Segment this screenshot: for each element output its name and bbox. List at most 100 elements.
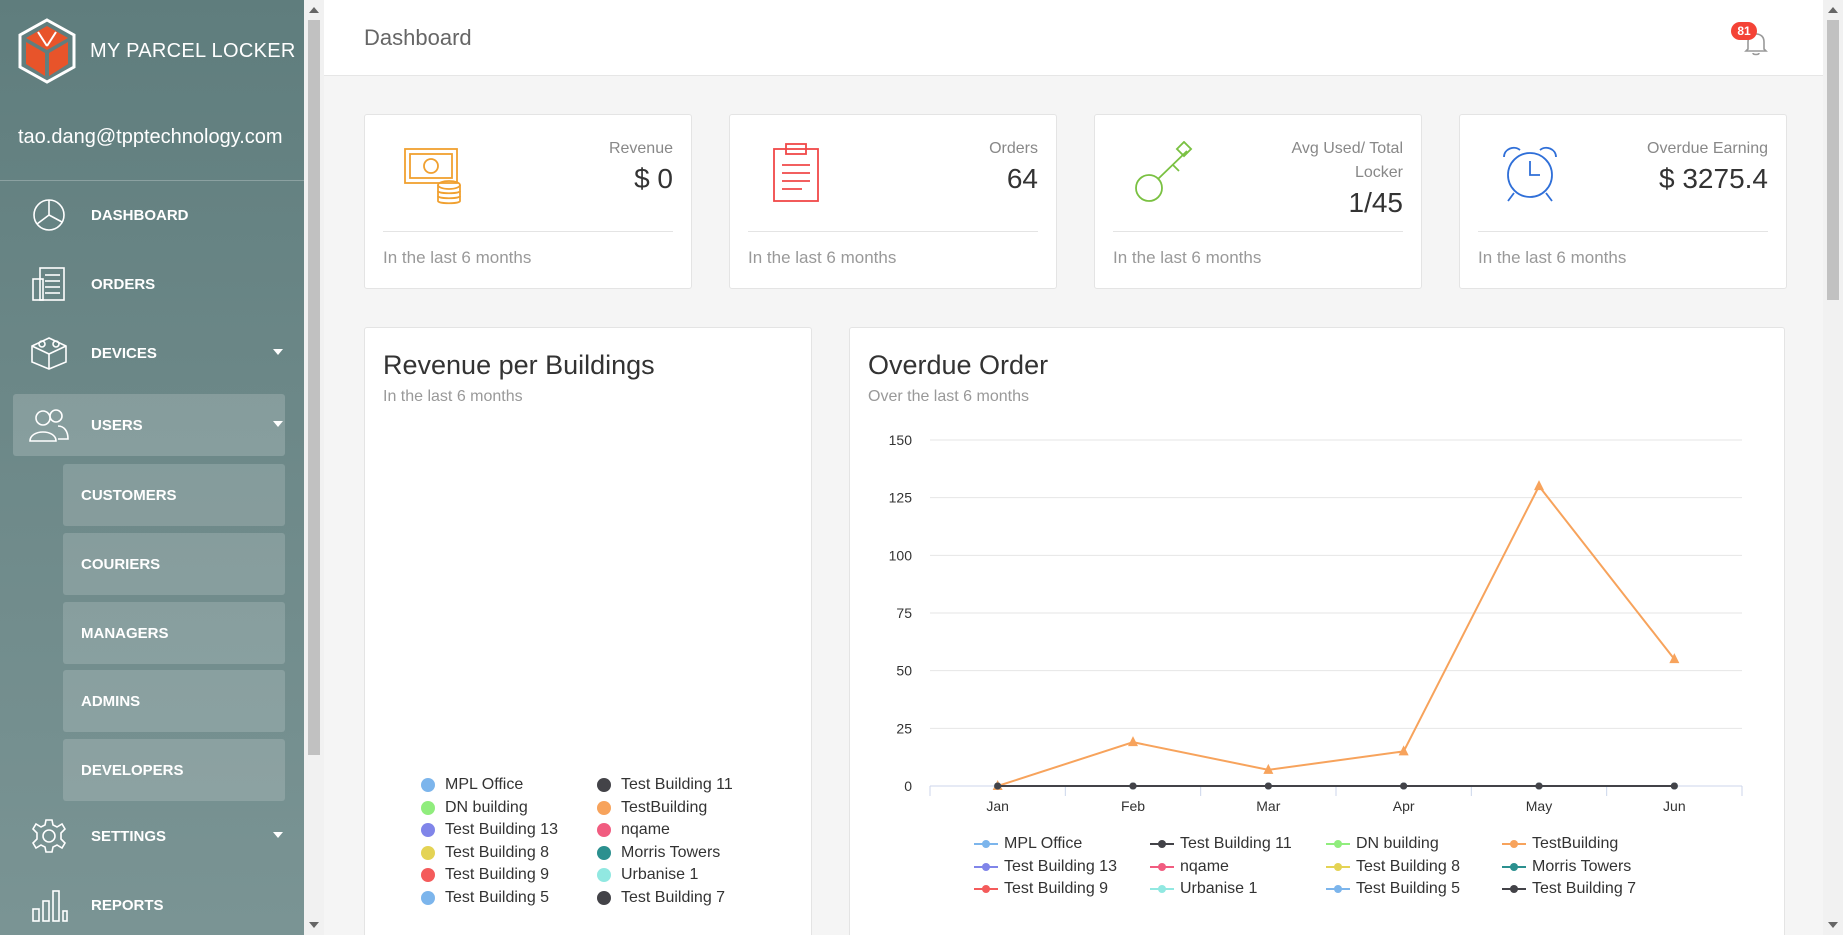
- legend-item[interactable]: Test Building 8: [1326, 858, 1460, 876]
- y-tick-label: 25: [896, 720, 912, 736]
- main-scrollbar[interactable]: [1823, 0, 1843, 935]
- legend-item[interactable]: DN building: [421, 799, 528, 817]
- legend-dot: [597, 823, 611, 837]
- legend-item[interactable]: Urbanise 1: [597, 866, 698, 884]
- legend-item[interactable]: Test Building 9: [421, 866, 549, 884]
- card-title: Revenue per Buildings: [383, 350, 655, 380]
- stat-card-revenue: Revenue $ 0 In the last 6 months: [364, 114, 692, 289]
- main-scrollbar-thumb[interactable]: [1827, 20, 1839, 300]
- legend-item[interactable]: Morris Towers: [597, 844, 720, 862]
- top-header: Dashboard 81: [324, 0, 1823, 76]
- legend-item[interactable]: Test Building 9: [974, 880, 1108, 898]
- series-line: [997, 484, 1676, 787]
- sidebar-scrollbar-thumb[interactable]: [308, 20, 320, 755]
- sidebar-item-users[interactable]: USERS: [13, 394, 285, 456]
- data-point: [1670, 782, 1678, 790]
- stat-divider: [1478, 231, 1768, 232]
- legend-label: TestBuilding: [621, 798, 708, 816]
- legend-marker: [1150, 862, 1174, 871]
- legend-item[interactable]: MPL Office: [421, 776, 523, 794]
- sidebar-subitem-managers[interactable]: MANAGERS: [63, 602, 285, 664]
- legend-marker: [974, 885, 998, 893]
- legend-label: Test Building 5: [445, 888, 550, 906]
- stat-divider: [1113, 231, 1403, 232]
- legend-item[interactable]: MPL Office: [974, 835, 1082, 853]
- stat-footer: In the last 6 months: [748, 248, 897, 267]
- sidebar-item-devices[interactable]: DEVICES: [13, 322, 285, 384]
- stat-footer: In the last 6 months: [1478, 248, 1627, 267]
- data-point: [1398, 745, 1409, 756]
- x-tick-label: Mar: [1256, 798, 1280, 814]
- data-point: [1535, 782, 1543, 790]
- sidebar-item-label: ORDERS: [91, 275, 156, 293]
- user-email[interactable]: tao.dang@tpptechnology.com: [18, 126, 283, 148]
- x-tick-label: Apr: [1393, 798, 1415, 814]
- sidebar-subitem-customers[interactable]: CUSTOMERS: [63, 464, 285, 526]
- scroll-up-arrow-icon[interactable]: [309, 7, 319, 13]
- legend-item[interactable]: Test Building 13: [421, 821, 558, 839]
- stat-value: 1/45: [1348, 187, 1404, 218]
- sidebar-subitem-developers[interactable]: DEVELOPERS: [63, 739, 285, 801]
- legend-item[interactable]: nqame: [597, 821, 670, 839]
- legend-item[interactable]: TestBuilding: [597, 799, 707, 817]
- legend-item[interactable]: nqame: [1150, 858, 1229, 876]
- y-tick-label: 0: [904, 778, 912, 794]
- sidebar-subitem-couriers[interactable]: COURIERS: [63, 533, 285, 595]
- sidebar-item-label: USERS: [91, 416, 143, 434]
- legend-item[interactable]: TestBuilding: [1502, 835, 1618, 853]
- sidebar-item-label: SETTINGS: [91, 827, 167, 845]
- sidebar-scrollbar[interactable]: [304, 0, 324, 935]
- stat-label: Revenue: [608, 140, 673, 157]
- stat-footer: In the last 6 months: [1113, 248, 1262, 267]
- legend-dot: [597, 890, 611, 905]
- legend-item[interactable]: Test Building 11: [1150, 835, 1292, 853]
- sidebar-item-reports[interactable]: REPORTS: [13, 874, 285, 935]
- legend-item[interactable]: DN building: [1326, 835, 1439, 853]
- legend-marker: [974, 840, 998, 848]
- stat-card-orders: Orders 64 In the last 6 months: [729, 114, 1057, 289]
- legend-item[interactable]: Test Building 8: [421, 844, 549, 862]
- sidebar-item-orders[interactable]: ORDERS: [13, 253, 285, 315]
- legend-item[interactable]: Test Building 5: [1326, 880, 1460, 898]
- scroll-down-arrow-icon[interactable]: [1828, 922, 1838, 928]
- brand[interactable]: MY PARCEL LOCKER: [18, 18, 296, 84]
- stat-value: $ 0: [634, 163, 673, 194]
- legend-item[interactable]: Test Building 13: [974, 858, 1117, 876]
- legend-dot: [421, 845, 435, 860]
- legend-label: nqame: [621, 821, 670, 838]
- sidebar-divider: [0, 180, 304, 181]
- reports-icon: [27, 883, 71, 927]
- notification-badge[interactable]: 81: [1731, 22, 1757, 40]
- data-point: [1264, 782, 1272, 790]
- stat-divider: [383, 231, 673, 232]
- x-tick-label: Jun: [1663, 798, 1686, 814]
- parcel-locker-logo-icon: [18, 18, 76, 84]
- scroll-up-arrow-icon[interactable]: [1828, 7, 1838, 13]
- stat-card-overdue-earning: Overdue Earning $ 3275.4 In the last 6 m…: [1459, 114, 1787, 289]
- scroll-down-arrow-icon[interactable]: [309, 922, 319, 928]
- sidebar-item-dashboard[interactable]: DASHBOARD: [13, 184, 285, 246]
- legend-label: Test Building 8: [1356, 857, 1461, 875]
- legend-marker: [1326, 885, 1350, 893]
- legend-marker: [1150, 885, 1174, 893]
- sidebar-item-settings[interactable]: SETTINGS: [13, 805, 285, 867]
- legend-item[interactable]: Test Building 5: [421, 889, 549, 907]
- legend-label: Test Building 9: [1004, 880, 1109, 897]
- data-point: [1669, 653, 1680, 664]
- legend-label: Test Building 9: [445, 866, 550, 883]
- legend-marker: [1502, 862, 1526, 871]
- legend-marker: [1502, 885, 1526, 893]
- legend-item[interactable]: Urbanise 1: [1150, 880, 1257, 898]
- sidebar-subitem-admins[interactable]: ADMINS: [63, 670, 285, 732]
- stat-label: Avg Used/ Total Locker: [1291, 140, 1403, 181]
- data-point: [994, 782, 1002, 790]
- legend-item[interactable]: Test Building 11: [597, 776, 733, 794]
- data-point: [1128, 736, 1138, 747]
- legend-item[interactable]: Test Building 7: [597, 889, 725, 907]
- data-point: [1129, 782, 1137, 790]
- stat-value: $ 3275.4: [1659, 163, 1768, 194]
- x-tick-label: Jan: [986, 798, 1009, 814]
- legend-label: Test Building 11: [1180, 835, 1292, 852]
- legend-item[interactable]: Test Building 7: [1502, 880, 1636, 898]
- legend-item[interactable]: Morris Towers: [1502, 858, 1631, 876]
